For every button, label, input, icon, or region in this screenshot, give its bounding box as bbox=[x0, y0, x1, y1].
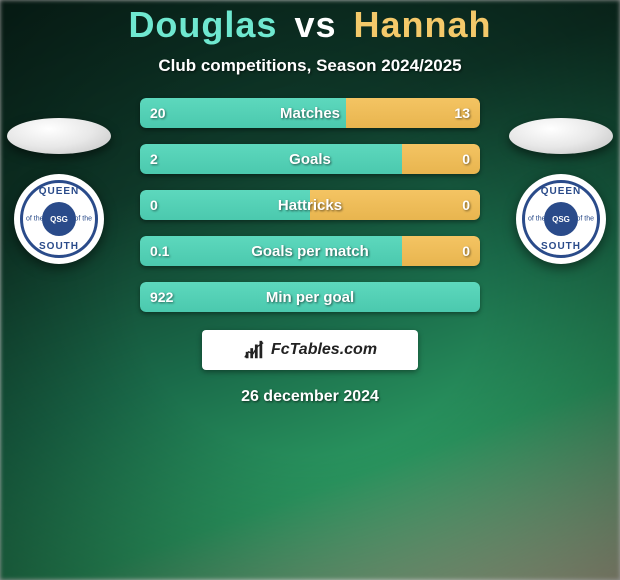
stat-row: 0.10Goals per match bbox=[140, 236, 480, 266]
stat-value-right: 13 bbox=[454, 98, 470, 128]
badge-bottom-text: SOUTH bbox=[39, 241, 79, 252]
subtitle: Club competitions, Season 2024/2025 bbox=[0, 56, 620, 76]
stat-bar-left bbox=[140, 236, 402, 266]
badge-top-text: QUEEN bbox=[39, 186, 80, 197]
stat-bar-left bbox=[140, 282, 480, 312]
stat-value-right: 0 bbox=[462, 190, 470, 220]
stats-bars: 2013Matches20Goals00Hattricks0.10Goals p… bbox=[140, 98, 480, 312]
stat-row: 2013Matches bbox=[140, 98, 480, 128]
player1-name: Douglas bbox=[128, 4, 277, 45]
badge-center-text: QSG bbox=[42, 202, 76, 236]
badge-inner: QUEEN of the QSG of the SOUTH bbox=[14, 174, 104, 264]
player2-head-icon bbox=[509, 118, 613, 154]
brand-box[interactable]: FcTables.com bbox=[202, 330, 418, 370]
stat-row: 20Goals bbox=[140, 144, 480, 174]
player1-avatar: QUEEN of the QSG of the SOUTH bbox=[4, 118, 114, 264]
badge-side-left: of the bbox=[528, 216, 546, 223]
chart-icon bbox=[243, 339, 265, 361]
player2-name: Hannah bbox=[354, 4, 492, 45]
stat-bar-left bbox=[140, 144, 402, 174]
content-wrapper: Douglas vs Hannah Club competitions, Sea… bbox=[0, 0, 620, 406]
date-text: 26 december 2024 bbox=[0, 388, 620, 406]
player1-club-badge: QUEEN of the QSG of the SOUTH bbox=[14, 174, 104, 264]
stat-value-right: 0 bbox=[462, 144, 470, 174]
badge-side-right: of the bbox=[576, 216, 594, 223]
brand-text: FcTables.com bbox=[271, 341, 377, 359]
stat-value-left: 2 bbox=[150, 144, 158, 174]
player2-avatar: QUEEN of the QSG of the SOUTH bbox=[506, 118, 616, 264]
stat-value-left: 20 bbox=[150, 98, 166, 128]
badge-center-text: QSG bbox=[544, 202, 578, 236]
page-title: Douglas vs Hannah bbox=[0, 4, 620, 46]
stat-row: 00Hattricks bbox=[140, 190, 480, 220]
stat-bar-left bbox=[140, 190, 310, 220]
badge-side-right: of the bbox=[74, 216, 92, 223]
stat-value-right: 0 bbox=[462, 236, 470, 266]
stat-bar-left bbox=[140, 98, 346, 128]
stat-row: 922Min per goal bbox=[140, 282, 480, 312]
player2-club-badge: QUEEN of the QSG of the SOUTH bbox=[516, 174, 606, 264]
stat-value-left: 922 bbox=[150, 282, 173, 312]
stat-bar-right bbox=[310, 190, 480, 220]
stat-value-left: 0.1 bbox=[150, 236, 169, 266]
vs-text: vs bbox=[294, 4, 336, 45]
stat-value-left: 0 bbox=[150, 190, 158, 220]
badge-inner: QUEEN of the QSG of the SOUTH bbox=[516, 174, 606, 264]
player1-head-icon bbox=[7, 118, 111, 154]
badge-top-text: QUEEN bbox=[541, 186, 582, 197]
badge-bottom-text: SOUTH bbox=[541, 241, 581, 252]
badge-side-left: of the bbox=[26, 216, 44, 223]
